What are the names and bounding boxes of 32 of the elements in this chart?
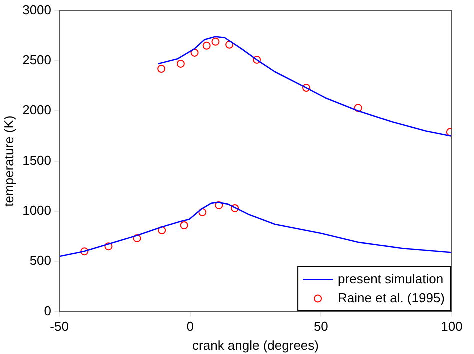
- point: [80, 248, 89, 256]
- point: [215, 201, 224, 210]
- point: [202, 42, 211, 50]
- point: [354, 104, 362, 112]
- legend-label: Raine et al. (1995): [338, 290, 445, 306]
- point: [133, 234, 142, 243]
- point: [158, 226, 166, 235]
- point: [253, 56, 262, 64]
- point: [302, 84, 311, 92]
- point: [231, 204, 240, 212]
- point: [176, 60, 185, 68]
- point: [212, 38, 220, 46]
- y-tick-label: 1000: [22, 203, 52, 218]
- y-tick-label: 2500: [22, 52, 52, 68]
- y-tick-label: 500: [30, 253, 52, 268]
- point: [158, 64, 166, 73]
- point: [198, 208, 207, 216]
- x-tick-label: -50: [50, 319, 69, 334]
- point: [226, 40, 234, 49]
- point: [180, 222, 188, 230]
- y-axis-title: temperature (K): [1, 116, 16, 207]
- x-tick-label: 100: [441, 319, 463, 334]
- y-tick-label: 2000: [22, 102, 52, 118]
- y-tick-label: 3000: [22, 2, 52, 18]
- point: [190, 48, 199, 57]
- x-tick-label: 50: [314, 319, 328, 334]
- y-tick-label: 0: [44, 303, 52, 318]
- x-axis-title: crank angle (degrees): [192, 338, 319, 353]
- point: [104, 242, 113, 251]
- x-tick-label: 0: [186, 319, 194, 334]
- y-tick-label: 1500: [22, 152, 52, 168]
- legend-label: present simulation: [338, 271, 444, 286]
